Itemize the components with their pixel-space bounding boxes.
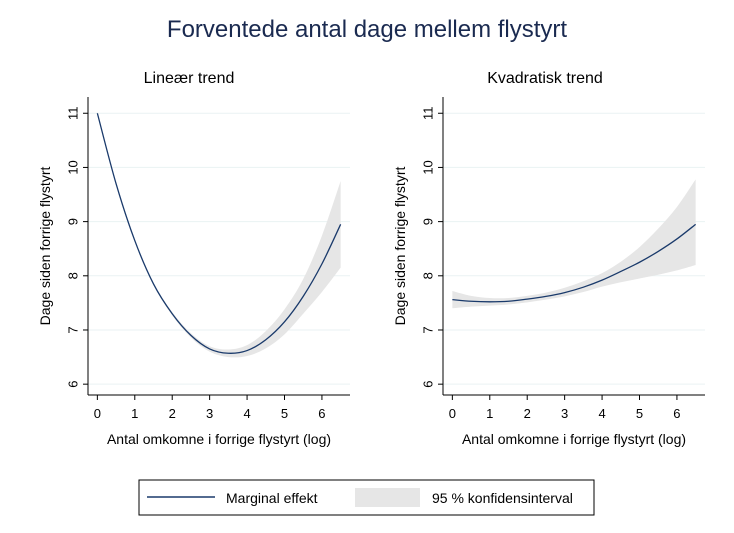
x-axis-label-linear: Antal omkomne i forrige flystyrt (log) xyxy=(107,431,331,447)
panel-title-quadratic: Kvadratisk trend xyxy=(487,70,603,87)
plot-area-linear xyxy=(88,97,350,395)
x-tick-label-quadratic-4: 4 xyxy=(598,406,605,421)
x-tick-label-quadratic-2: 2 xyxy=(524,406,531,421)
x-ticks-quadratic: 0 1 2 3 4 5 6 xyxy=(449,395,681,421)
panel-title-linear: Lineær trend xyxy=(144,70,235,87)
y-tick-label-quadratic-7: 7 xyxy=(420,326,435,333)
x-tick-label-quadratic-5: 5 xyxy=(636,406,643,421)
y-tick-label-quadratic-9: 9 xyxy=(420,218,435,225)
y-tick-label-linear-11: 11 xyxy=(65,107,80,121)
legend-band-swatch xyxy=(355,488,420,507)
y-ticks-quadratic: 6 7 8 9 10 11 xyxy=(420,107,443,388)
x-tick-label-linear-0: 0 xyxy=(94,406,101,421)
legend-line-label: Marginal effekt xyxy=(226,490,318,506)
x-ticks-linear: 0 1 2 3 4 5 6 xyxy=(94,395,326,421)
marginal-effect-line-quadratic xyxy=(452,223,697,303)
y-tick-label-linear-7: 7 xyxy=(65,326,80,333)
x-tick-label-linear-3: 3 xyxy=(206,406,213,421)
grid-linear xyxy=(88,112,350,385)
grid-quadratic xyxy=(443,112,705,385)
y-ticks-linear: 6 7 8 9 10 11 xyxy=(65,107,88,388)
y-tick-label-linear-6: 6 xyxy=(65,381,80,388)
y-tick-label-quadratic-6: 6 xyxy=(420,381,435,388)
x-tick-label-quadratic-6: 6 xyxy=(673,406,680,421)
x-tick-label-linear-6: 6 xyxy=(318,406,325,421)
x-tick-label-quadratic-3: 3 xyxy=(561,406,568,421)
y-axis-label-quadratic: Dage siden forrige flystyrt xyxy=(392,167,408,326)
figure-title: Forventede antal dage mellem flystyrt xyxy=(167,16,568,43)
x-tick-label-linear-5: 5 xyxy=(281,406,288,421)
x-tick-label-linear-4: 4 xyxy=(243,406,250,421)
x-axis-label-quadratic: Antal omkomne i forrige flystyrt (log) xyxy=(462,431,686,447)
x-tick-label-quadratic-1: 1 xyxy=(486,406,493,421)
marginal-effect-line-linear xyxy=(96,113,342,354)
y-tick-label-linear-10: 10 xyxy=(65,160,80,174)
panel-quadratic: Kvadratisk trend 6 7 8 9 10 11 0 1 2 3 4 5 6 Antal … xyxy=(392,70,705,447)
y-axis-label-linear: Dage siden forrige flystyrt xyxy=(37,167,53,326)
panel-linear: Lineær trend 6 7 8 9 10 11 0 1 2 3 4 5 6 Antal omko… xyxy=(37,70,350,447)
x-tick-label-quadratic-0: 0 xyxy=(449,406,456,421)
legend-band-label: 95 % konfidensinterval xyxy=(432,490,573,506)
y-tick-label-linear-8: 8 xyxy=(65,272,80,279)
y-tick-label-quadratic-10: 10 xyxy=(420,160,435,174)
x-tick-label-linear-1: 1 xyxy=(131,406,138,421)
y-tick-label-quadratic-11: 11 xyxy=(420,107,435,121)
ci-band-quadratic xyxy=(452,179,696,309)
x-tick-label-linear-2: 2 xyxy=(169,406,176,421)
y-tick-label-linear-9: 9 xyxy=(65,218,80,225)
legend: Marginal effekt 95 % konfidensinterval xyxy=(138,479,595,516)
y-tick-label-quadratic-8: 8 xyxy=(420,272,435,279)
